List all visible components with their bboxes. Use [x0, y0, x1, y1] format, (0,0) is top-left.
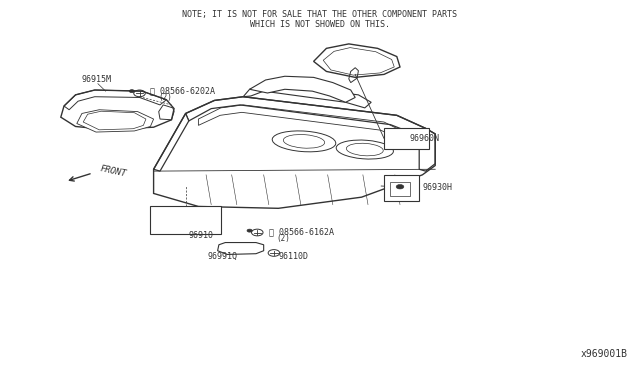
Text: WHICH IS NOT SHOWED ON THIS.: WHICH IS NOT SHOWED ON THIS.: [250, 20, 390, 29]
Polygon shape: [419, 128, 435, 171]
Text: Ⓢ 08566-6202A: Ⓢ 08566-6202A: [150, 86, 216, 95]
Text: 96930H: 96930H: [422, 183, 452, 192]
Polygon shape: [186, 97, 426, 136]
Polygon shape: [250, 76, 355, 102]
Circle shape: [129, 90, 134, 93]
Bar: [150, 206, 221, 234]
Bar: [384, 175, 419, 201]
Circle shape: [396, 185, 404, 189]
Bar: [384, 128, 429, 149]
Text: 96910: 96910: [189, 231, 214, 240]
Text: 96960N: 96960N: [410, 134, 440, 143]
Polygon shape: [64, 90, 166, 110]
Polygon shape: [243, 84, 371, 108]
Text: Ⓢ 08566-6162A: Ⓢ 08566-6162A: [269, 227, 334, 236]
Text: NOTE; IT IS NOT FOR SALE THAT THE OTHER COMPONENT PARTS: NOTE; IT IS NOT FOR SALE THAT THE OTHER …: [182, 10, 458, 19]
Text: x969001B: x969001B: [580, 349, 627, 359]
Text: FRONT: FRONT: [99, 164, 127, 179]
Polygon shape: [154, 113, 189, 171]
Circle shape: [247, 229, 252, 232]
Text: 96110D: 96110D: [278, 251, 308, 260]
Text: 96991Q: 96991Q: [208, 251, 238, 260]
Text: (2): (2): [276, 234, 291, 243]
Text: 96915M: 96915M: [82, 75, 112, 84]
Text: (2): (2): [158, 93, 172, 102]
Polygon shape: [77, 110, 154, 132]
Bar: [390, 182, 410, 196]
